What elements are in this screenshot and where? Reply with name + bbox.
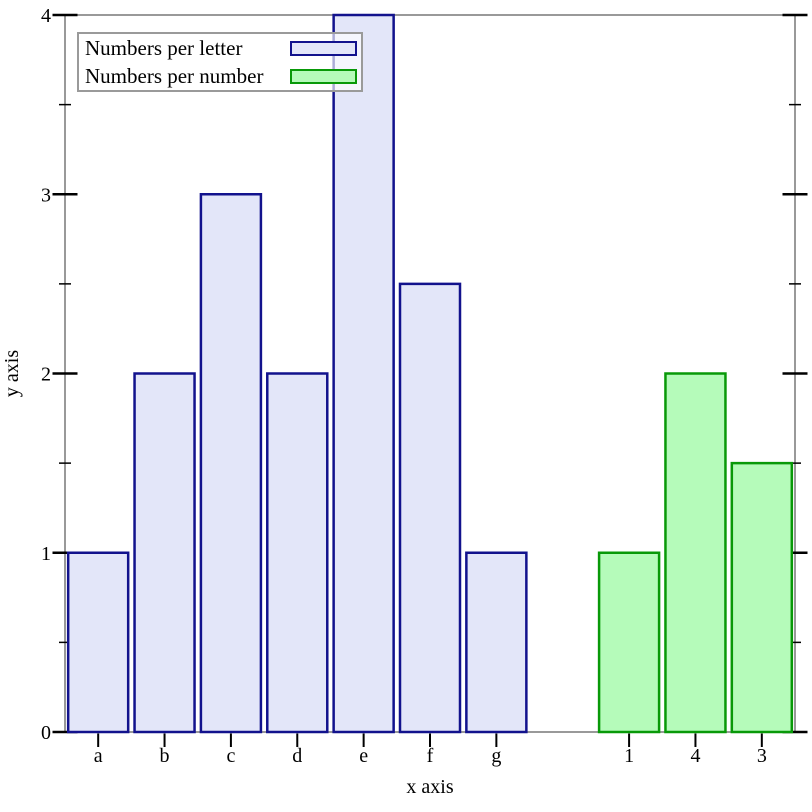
x-axis-title: x axis (406, 776, 453, 798)
x-tick-label-4: 4 (690, 745, 700, 767)
y-tick-label-0: 0 (41, 722, 51, 744)
legend-item-numbers: Numbers per number (85, 64, 357, 89)
x-tick-label-b: b (160, 745, 170, 767)
legend-swatch-letters-icon (290, 40, 357, 56)
legend-swatch-numbers-icon (290, 68, 357, 84)
bar-3 (730, 461, 794, 734)
x-tick-label-f: f (427, 745, 434, 767)
bar-e (332, 13, 395, 734)
bar-c (199, 193, 263, 734)
x-tick-label-d: d (292, 745, 302, 767)
bar-a (66, 551, 130, 734)
legend-label-numbers: Numbers per number (85, 63, 264, 88)
bar-f (398, 282, 462, 734)
bar-g (465, 551, 528, 734)
bar-d (266, 372, 329, 734)
y-axis-title: y axis (1, 350, 23, 397)
bar-b (133, 372, 196, 734)
legend-label-letters: Numbers per letter (85, 35, 243, 60)
legend-item-letters: Numbers per letter (85, 36, 357, 61)
x-tick-label-e: e (359, 745, 368, 767)
legend: Numbers per letter Numbers per number (77, 32, 363, 92)
x-tick-label-a: a (94, 745, 103, 767)
y-tick-label-3: 3 (41, 184, 51, 206)
y-tick-label-4: 4 (41, 5, 51, 27)
bar-1 (597, 551, 661, 734)
x-tick-label-3: 3 (757, 745, 767, 767)
bar-4 (664, 372, 727, 734)
y-tick-label-1: 1 (41, 543, 51, 565)
x-tick-label-c: c (226, 745, 235, 767)
x-tick-label-g: g (491, 745, 501, 767)
x-tick-label-1: 1 (624, 745, 634, 767)
y-tick-label-2: 2 (41, 364, 51, 386)
